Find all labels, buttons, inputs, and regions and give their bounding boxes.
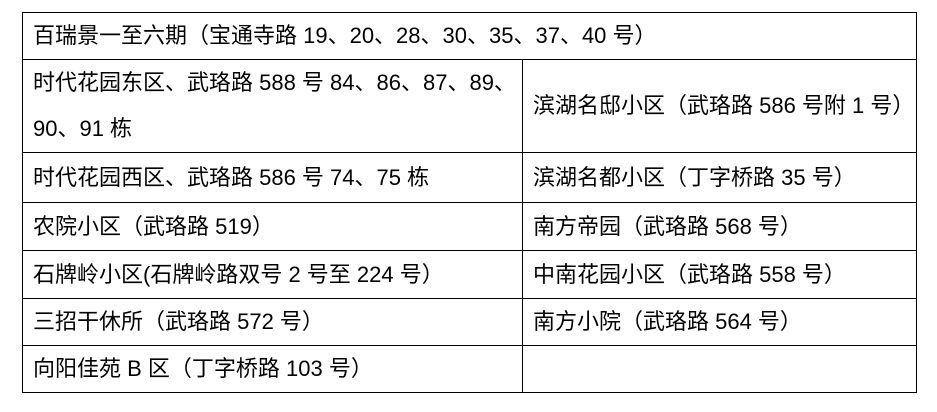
table-row: 农院小区（武珞路 519） 南方帝园（武珞路 568 号） <box>22 202 917 251</box>
table-cell: 中南花园小区（武珞路 558 号） <box>522 250 917 299</box>
table-row: 百瑞景一至六期（宝通寺路 19、20、28、30、35、37、40 号） <box>22 12 917 60</box>
table-cell: 向阳佳苑 B 区（丁字桥路 103 号） <box>22 345 523 393</box>
table-row: 时代花园东区、武珞路 588 号 84、86、87、89、90、91 栋 滨湖名… <box>22 59 917 153</box>
table-cell: 南方小院（武珞路 564 号） <box>522 298 917 346</box>
table-cell: 时代花园西区、武珞路 586 号 74、75 栋 <box>22 152 523 203</box>
table-row: 向阳佳苑 B 区（丁字桥路 103 号） <box>22 345 917 393</box>
table-row: 时代花园西区、武珞路 586 号 74、75 栋 滨湖名都小区（丁字桥路 35 … <box>22 152 917 203</box>
table-row: 三招干休所（武珞路 572 号） 南方小院（武珞路 564 号） <box>22 298 917 346</box>
table-cell: 三招干休所（武珞路 572 号） <box>22 298 523 346</box>
table-cell: 滨湖名邸小区（武珞路 586 号附 1 号） <box>522 59 917 153</box>
table-cell: 百瑞景一至六期（宝通寺路 19、20、28、30、35、37、40 号） <box>22 12 917 60</box>
table-row: 石牌岭小区(石牌岭路双号 2 号至 224 号） 中南花园小区（武珞路 558 … <box>22 250 917 299</box>
table-cell-empty <box>522 345 917 393</box>
address-table: 百瑞景一至六期（宝通寺路 19、20、28、30、35、37、40 号） 时代花… <box>22 12 917 393</box>
table-cell: 时代花园东区、武珞路 588 号 84、86、87、89、90、91 栋 <box>22 59 523 153</box>
table-cell: 石牌岭小区(石牌岭路双号 2 号至 224 号） <box>22 250 523 299</box>
table-cell: 南方帝园（武珞路 568 号） <box>522 202 917 251</box>
table-cell: 滨湖名都小区（丁字桥路 35 号） <box>522 152 917 203</box>
table-cell: 农院小区（武珞路 519） <box>22 202 523 251</box>
